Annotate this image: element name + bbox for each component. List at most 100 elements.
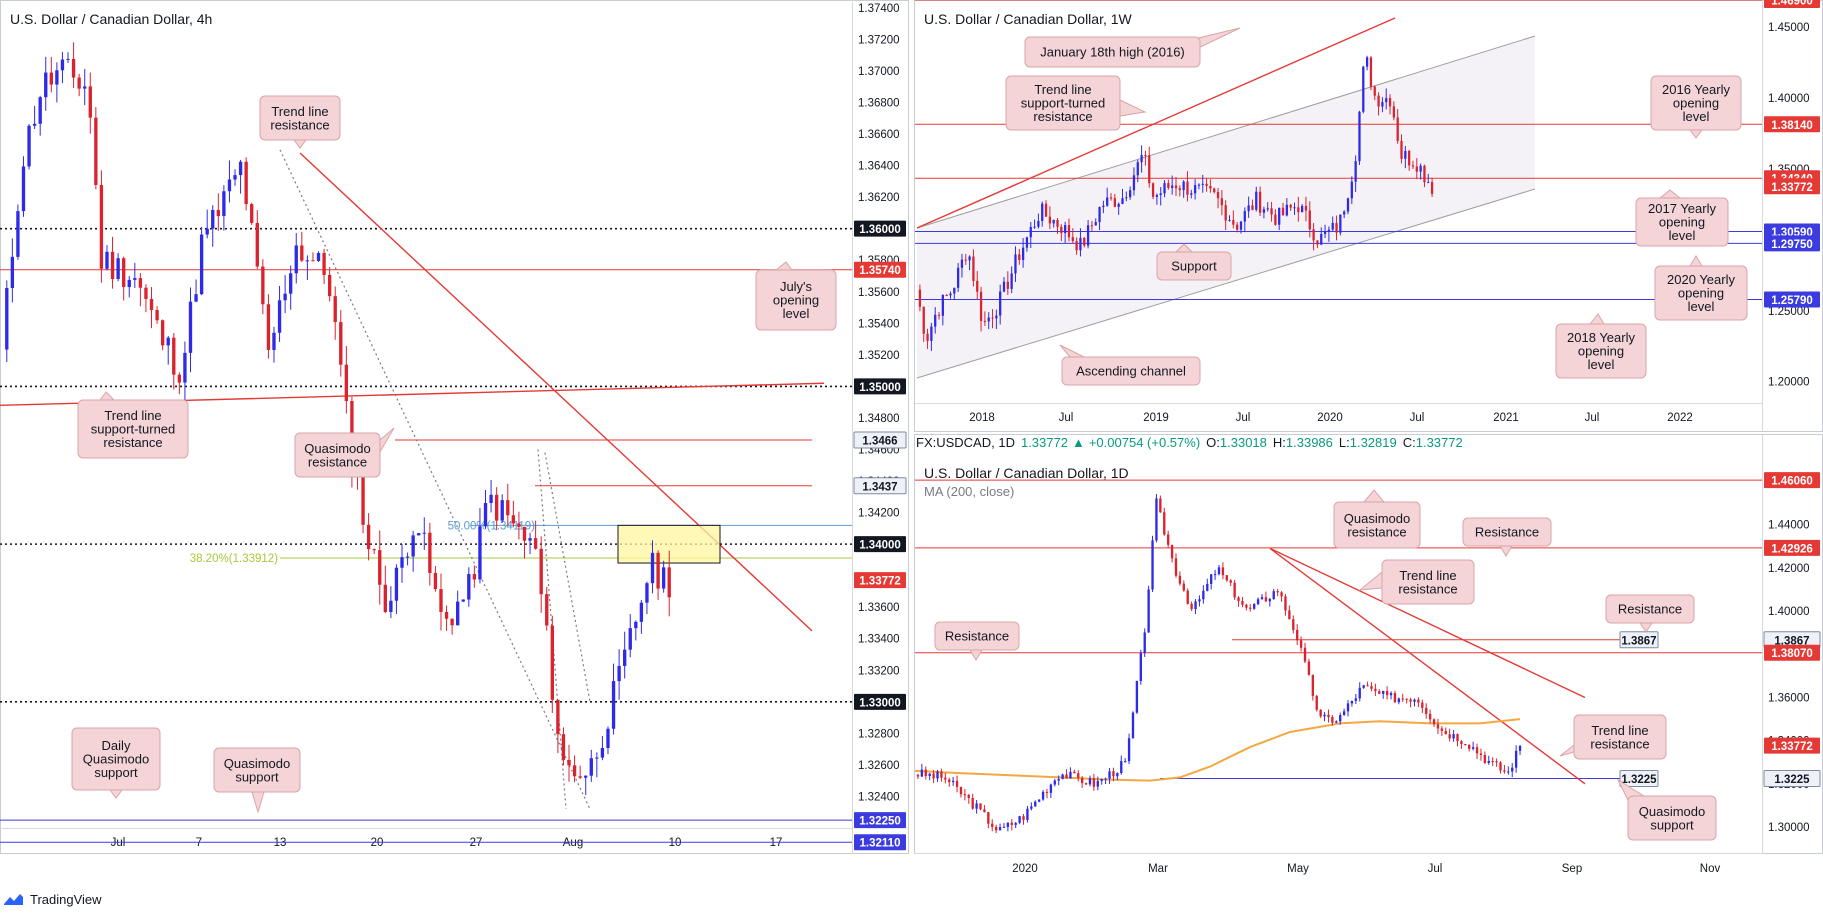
h4-candle bbox=[444, 611, 449, 619]
w1-title: U.S. Dollar / Canadian Dollar, 1W bbox=[924, 11, 1133, 27]
high-value: 1.33986 bbox=[1286, 435, 1333, 450]
y-tick-label: 1.33200 bbox=[858, 665, 900, 677]
d1-candle bbox=[1499, 762, 1502, 771]
w1-candle bbox=[1025, 237, 1029, 248]
price-tag-label: 1.25790 bbox=[1771, 295, 1813, 307]
h4-candle bbox=[361, 475, 365, 525]
h4-candle bbox=[372, 549, 376, 551]
d1-candle bbox=[940, 771, 943, 778]
y-tick-label: 1.37400 bbox=[858, 3, 900, 15]
d1-candle bbox=[1335, 721, 1338, 723]
w1-candle bbox=[926, 333, 929, 341]
w1-candle bbox=[941, 295, 944, 316]
price-tag-label: 1.42926 bbox=[1771, 543, 1813, 555]
w1-candle bbox=[1308, 210, 1311, 230]
w1-candle bbox=[1136, 162, 1139, 176]
w1-candle bbox=[953, 287, 956, 294]
tradingview-brand[interactable]: TradingView bbox=[2, 889, 102, 909]
d1-candle bbox=[1030, 806, 1033, 809]
w1-candle bbox=[1373, 86, 1376, 96]
w1-candle bbox=[1144, 154, 1147, 156]
h4-candle bbox=[595, 757, 599, 759]
x-tick-label: Mar bbox=[1148, 863, 1168, 875]
w1-candle bbox=[964, 259, 967, 261]
annotation-text: Resistance bbox=[945, 629, 1009, 644]
d1-candle bbox=[1131, 712, 1135, 739]
w1-candle bbox=[1346, 198, 1350, 212]
annotation-text: Quasimodo bbox=[83, 752, 149, 767]
h4-candle bbox=[483, 503, 488, 527]
w1-candle bbox=[1029, 227, 1032, 238]
h4-candle bbox=[611, 681, 616, 729]
d1-candle bbox=[1471, 747, 1475, 749]
y-tick-label: 1.36800 bbox=[858, 98, 900, 110]
d1-candle bbox=[1342, 711, 1346, 716]
w1-candle bbox=[1411, 165, 1415, 167]
d1-candle bbox=[1014, 822, 1017, 825]
annotation-box bbox=[1573, 714, 1667, 760]
h4-candle bbox=[366, 524, 371, 550]
h4-candle bbox=[511, 515, 516, 524]
h4-candle bbox=[500, 500, 504, 521]
close-label: C: bbox=[1403, 435, 1416, 450]
w1-candle bbox=[934, 314, 937, 327]
annotation-text: opening bbox=[773, 293, 819, 308]
w1-candle bbox=[1167, 183, 1170, 188]
price-tag-label: 1.33772 bbox=[859, 576, 901, 588]
y-tick-label: 1.32400 bbox=[858, 791, 900, 803]
d1-candle bbox=[1425, 707, 1428, 714]
d1-candle bbox=[1034, 801, 1037, 807]
w1-candle bbox=[1316, 240, 1319, 245]
h4-candle bbox=[550, 625, 554, 700]
d1-candle bbox=[1096, 780, 1099, 787]
w1-candle bbox=[1327, 229, 1331, 232]
annotation-text: level bbox=[1683, 109, 1710, 124]
d1-candle bbox=[1206, 583, 1209, 591]
w1-candle bbox=[1056, 219, 1059, 227]
w1-candle bbox=[1044, 203, 1048, 217]
w1-candle bbox=[1339, 214, 1342, 233]
h4-candle bbox=[439, 589, 443, 612]
w1-candle bbox=[1323, 231, 1327, 234]
d1-candle bbox=[1276, 591, 1279, 593]
y-tick-label: 1.30000 bbox=[1768, 822, 1810, 834]
d1-candle bbox=[1296, 629, 1299, 641]
h4-candle bbox=[216, 210, 220, 217]
w1-candle bbox=[1018, 254, 1021, 261]
open-label: O: bbox=[1206, 435, 1220, 450]
w1-candle bbox=[1067, 225, 1071, 238]
h4-candle bbox=[21, 166, 26, 212]
d1-candle bbox=[1468, 744, 1471, 749]
w1-candle bbox=[1014, 254, 1017, 274]
h4-candle bbox=[27, 125, 31, 167]
w1-candle bbox=[1106, 197, 1109, 206]
x-tick-label: 2020 bbox=[1317, 412, 1343, 424]
h4-candle bbox=[194, 294, 198, 302]
d1-candle bbox=[1233, 582, 1236, 598]
d1-candle bbox=[1069, 771, 1072, 779]
w1-candle bbox=[1117, 203, 1120, 207]
h4-candle bbox=[294, 245, 298, 274]
d1-candle bbox=[1331, 717, 1334, 723]
w1-candle bbox=[1228, 220, 1231, 222]
x-tick-label: May bbox=[1287, 863, 1309, 875]
h4-candle bbox=[238, 161, 243, 176]
h4-candle bbox=[138, 278, 143, 288]
h4-candle bbox=[188, 301, 193, 353]
h4-candle bbox=[639, 602, 644, 622]
y-tick-label: 1.35200 bbox=[858, 350, 900, 362]
h4-candle bbox=[517, 523, 521, 527]
h4-candle bbox=[461, 599, 465, 602]
channel-lower bbox=[916, 188, 1536, 379]
w1-candle bbox=[1098, 207, 1101, 223]
w1-candle bbox=[1048, 216, 1052, 224]
h4-candle bbox=[339, 322, 343, 365]
low-label: L: bbox=[1339, 435, 1350, 450]
d1-candle bbox=[1245, 604, 1248, 608]
h4-candle bbox=[133, 278, 137, 280]
d1-candle bbox=[1409, 699, 1412, 702]
